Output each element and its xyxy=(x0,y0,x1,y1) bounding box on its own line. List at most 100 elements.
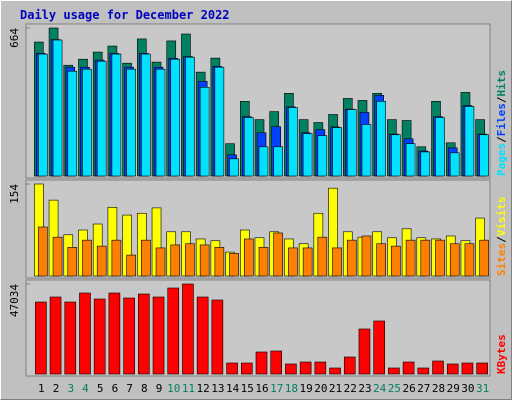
bar xyxy=(302,133,313,177)
legend-entry: Hits xyxy=(495,70,508,97)
bar xyxy=(435,239,445,277)
bar xyxy=(464,106,475,177)
bar xyxy=(405,143,416,177)
x-tick-label: 25 xyxy=(388,382,401,395)
bar xyxy=(243,117,254,177)
x-tick-label: 9 xyxy=(156,382,163,395)
bar xyxy=(432,360,444,375)
legend-entry: KBytes xyxy=(495,334,508,374)
bar xyxy=(52,39,63,177)
x-tick-label: 7 xyxy=(126,382,133,395)
bar xyxy=(361,235,372,277)
bar xyxy=(123,297,135,375)
bar xyxy=(229,252,239,277)
bar xyxy=(35,301,47,375)
bar xyxy=(126,254,136,277)
bar xyxy=(461,362,474,375)
bar xyxy=(391,245,401,277)
bar xyxy=(255,351,268,375)
bar xyxy=(358,328,371,375)
legend-entry: Files xyxy=(495,103,508,136)
legend: Pages/Files/Hits xyxy=(495,70,508,176)
x-tick-label: 8 xyxy=(141,382,148,395)
legend: KBytes xyxy=(495,334,508,374)
x-tick-label: 31 xyxy=(476,382,489,395)
bar xyxy=(199,86,210,177)
bar xyxy=(64,301,77,375)
bar xyxy=(111,53,122,177)
bar xyxy=(226,362,238,375)
bar xyxy=(214,66,225,177)
x-tick-label: 1 xyxy=(38,382,45,395)
bar xyxy=(479,239,489,277)
x-tick-label: 10 xyxy=(167,382,180,395)
bar xyxy=(93,298,106,375)
bar xyxy=(476,362,488,375)
bar xyxy=(96,245,107,277)
bar xyxy=(332,127,342,177)
bar xyxy=(243,238,254,277)
bar xyxy=(67,70,78,177)
bar xyxy=(38,53,48,177)
bar xyxy=(199,244,210,277)
legend: Sites/Visits xyxy=(495,197,508,277)
bar xyxy=(170,58,181,177)
legend-separator: / xyxy=(495,136,508,143)
x-tick-label: 4 xyxy=(82,382,89,395)
bar xyxy=(446,363,459,375)
bar xyxy=(391,134,401,177)
y-tick-label: 47034 xyxy=(8,284,21,317)
bar xyxy=(405,239,416,277)
bar xyxy=(417,367,430,375)
bar xyxy=(108,292,121,375)
bar xyxy=(314,361,327,375)
bar xyxy=(464,243,475,277)
bar xyxy=(170,244,181,277)
bar xyxy=(346,109,357,177)
bar xyxy=(196,296,209,375)
x-tick-label: 23 xyxy=(358,382,371,395)
legend-separator: / xyxy=(495,96,508,103)
y-tick-label: 154 xyxy=(8,184,21,204)
bar xyxy=(288,107,298,177)
x-tick-label: 15 xyxy=(241,382,254,395)
bar xyxy=(285,363,297,375)
x-tick-label: 19 xyxy=(300,382,313,395)
x-tick-label: 30 xyxy=(461,382,474,395)
bar xyxy=(126,68,136,177)
bar xyxy=(376,243,386,277)
x-tick-label: 13 xyxy=(211,382,224,395)
x-tick-label: 24 xyxy=(373,382,387,395)
bar xyxy=(449,152,460,177)
bar xyxy=(67,247,78,277)
x-tick-label: 18 xyxy=(285,382,298,395)
x-tick-label: 3 xyxy=(67,382,74,395)
bar xyxy=(141,239,151,277)
bar xyxy=(299,361,312,375)
legend-entry: Sites xyxy=(495,243,508,276)
bar xyxy=(479,134,489,177)
x-tick-label: 27 xyxy=(417,382,430,395)
bar xyxy=(270,350,283,375)
bar xyxy=(449,243,460,277)
bar xyxy=(258,146,269,177)
bar xyxy=(155,247,166,277)
bar xyxy=(82,68,92,177)
bar xyxy=(240,362,253,375)
bar xyxy=(317,135,328,177)
x-tick-label: 20 xyxy=(314,382,327,395)
bar xyxy=(79,292,91,375)
chart-title: Daily usage for December 2022 xyxy=(20,8,230,22)
x-tick-label: 14 xyxy=(226,382,240,395)
bar xyxy=(182,283,194,375)
x-tick-label: 6 xyxy=(112,382,119,395)
bar xyxy=(388,367,400,375)
bar xyxy=(346,239,357,277)
x-tick-label: 26 xyxy=(402,382,415,395)
bar xyxy=(332,247,342,277)
legend-separator: / xyxy=(495,236,508,243)
bar xyxy=(273,232,284,277)
legend-entry: Visits xyxy=(495,197,508,237)
